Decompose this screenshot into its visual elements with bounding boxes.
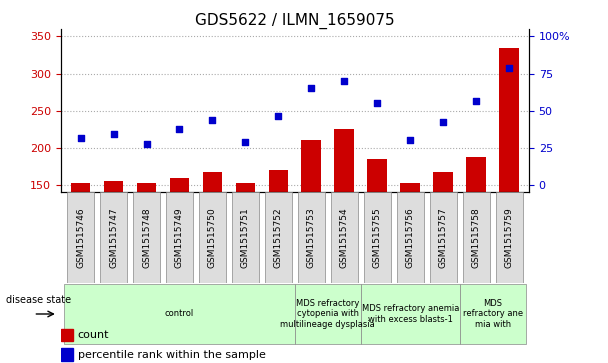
FancyBboxPatch shape	[295, 284, 361, 344]
Text: GSM1515749: GSM1515749	[175, 207, 184, 268]
Bar	[334, 129, 354, 296]
FancyBboxPatch shape	[64, 284, 295, 344]
Text: GSM1515757: GSM1515757	[439, 207, 447, 268]
FancyBboxPatch shape	[361, 284, 460, 344]
Bar	[235, 183, 255, 296]
FancyBboxPatch shape	[397, 192, 424, 283]
Bar	[466, 157, 486, 296]
Text: disease state: disease state	[6, 295, 71, 305]
Bar	[367, 159, 387, 296]
Bar	[170, 178, 189, 296]
Text: GSM1515748: GSM1515748	[142, 207, 151, 268]
Text: GSM1515753: GSM1515753	[307, 207, 316, 268]
Bar	[202, 172, 223, 296]
FancyBboxPatch shape	[100, 192, 127, 283]
Point	[438, 119, 448, 125]
Point	[109, 131, 119, 137]
FancyBboxPatch shape	[430, 192, 457, 283]
Text: GSM1515752: GSM1515752	[274, 207, 283, 268]
Point	[471, 98, 481, 104]
Point	[504, 65, 514, 70]
Text: GSM1515746: GSM1515746	[76, 207, 85, 268]
Text: GSM1515751: GSM1515751	[241, 207, 250, 268]
Title: GDS5622 / ILMN_1659075: GDS5622 / ILMN_1659075	[195, 13, 395, 29]
Bar	[71, 183, 91, 296]
FancyBboxPatch shape	[331, 192, 358, 283]
Point	[174, 126, 184, 132]
Bar	[269, 170, 288, 296]
FancyBboxPatch shape	[133, 192, 160, 283]
Bar	[137, 183, 156, 296]
Text: GSM1515754: GSM1515754	[340, 207, 349, 268]
Text: MDS refractory anemia
with excess blasts-1: MDS refractory anemia with excess blasts…	[362, 304, 459, 324]
Point	[373, 101, 382, 106]
Text: GSM1515758: GSM1515758	[472, 207, 481, 268]
Text: GSM1515747: GSM1515747	[109, 207, 118, 268]
Point	[76, 135, 86, 141]
Bar	[103, 180, 123, 296]
Point	[142, 141, 151, 147]
Point	[339, 78, 349, 84]
Point	[406, 138, 415, 143]
Text: GSM1515756: GSM1515756	[406, 207, 415, 268]
FancyBboxPatch shape	[166, 192, 193, 283]
FancyBboxPatch shape	[460, 284, 526, 344]
FancyBboxPatch shape	[496, 192, 523, 283]
Text: MDS
refractory ane
mia with: MDS refractory ane mia with	[463, 299, 523, 329]
Point	[207, 117, 217, 123]
Point	[306, 86, 316, 91]
FancyBboxPatch shape	[199, 192, 226, 283]
FancyBboxPatch shape	[298, 192, 325, 283]
FancyBboxPatch shape	[463, 192, 489, 283]
Bar	[499, 48, 519, 296]
Bar	[434, 172, 453, 296]
FancyBboxPatch shape	[67, 192, 94, 283]
Text: GSM1515759: GSM1515759	[505, 207, 514, 268]
Text: control: control	[165, 310, 194, 318]
FancyBboxPatch shape	[364, 192, 391, 283]
Text: MDS refractory
cytopenia with
multilineage dysplasia: MDS refractory cytopenia with multilinea…	[280, 299, 375, 329]
Bar	[302, 140, 321, 296]
Text: percentile rank within the sample: percentile rank within the sample	[78, 350, 266, 360]
Text: count: count	[78, 330, 109, 340]
FancyBboxPatch shape	[265, 192, 292, 283]
Text: GSM1515755: GSM1515755	[373, 207, 382, 268]
Bar	[61, 348, 72, 361]
Point	[241, 139, 250, 145]
Bar	[401, 183, 420, 296]
Bar	[61, 329, 72, 341]
Point	[274, 113, 283, 119]
Text: GSM1515750: GSM1515750	[208, 207, 217, 268]
FancyBboxPatch shape	[232, 192, 259, 283]
